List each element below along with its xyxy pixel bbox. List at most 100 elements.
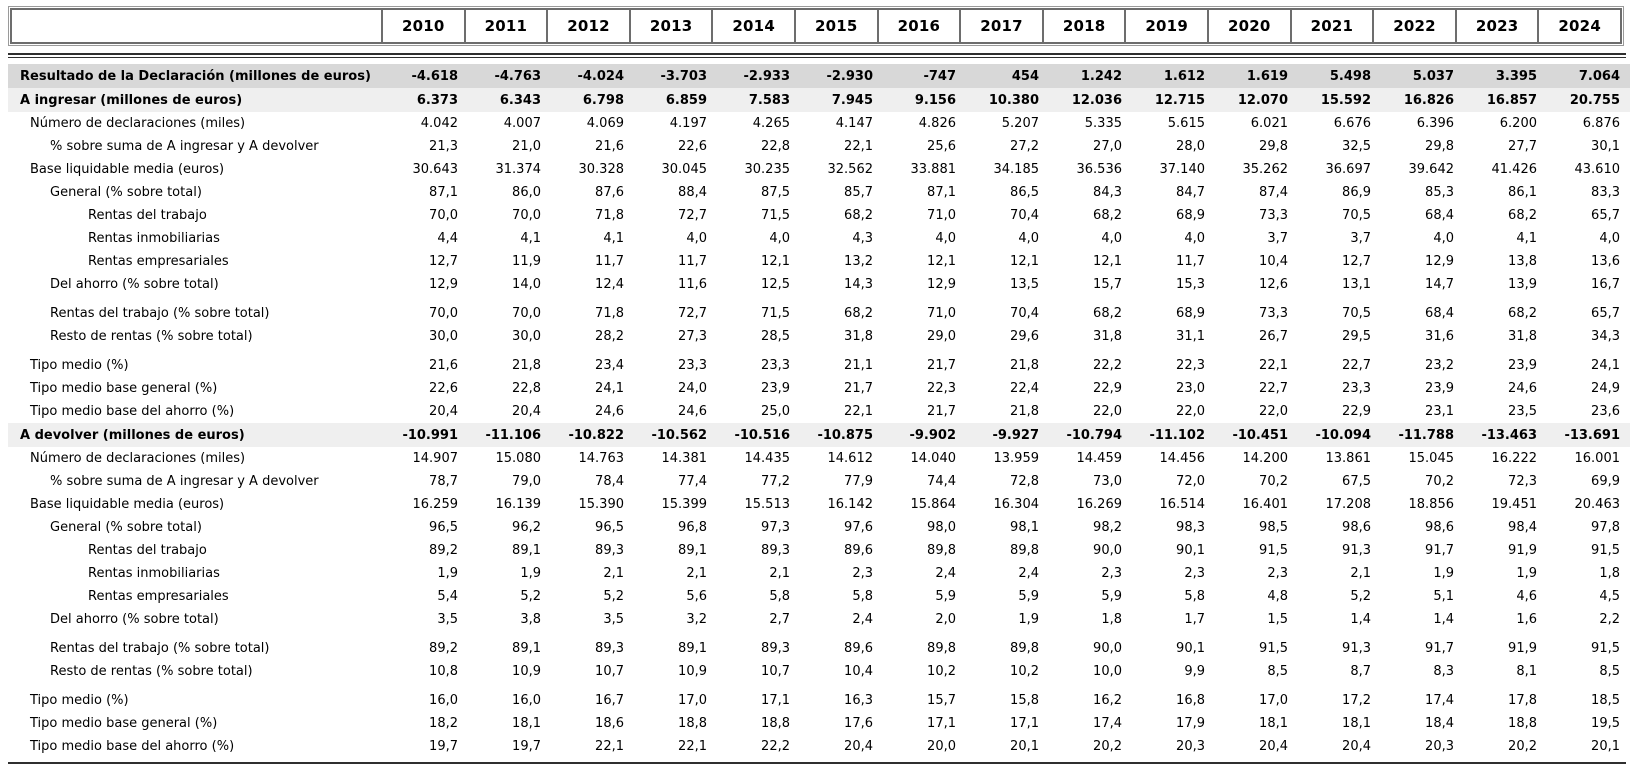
row-label: Rentas empresariales (88, 589, 229, 604)
value-cell: 1.619 (1246, 68, 1288, 84)
value-cell: 69,9 (1591, 474, 1620, 489)
value-cell: 14.907 (412, 451, 459, 466)
value-cell: 18,4 (1425, 716, 1454, 731)
value-cell: 4,1 (1516, 231, 1537, 246)
value-cell: 10,7 (761, 664, 790, 679)
value-cell: 85,3 (1425, 185, 1454, 200)
value-cell: 87,5 (761, 185, 790, 200)
row-label: Base liquidable media (euros) (30, 497, 225, 512)
value-cell: 16,8 (1176, 693, 1205, 708)
value-cell: 10,8 (429, 664, 458, 679)
table-row: Tipo medio base general (%) 18,2 18,1 18,6 1… (8, 712, 1630, 735)
value-cell: 86,0 (512, 185, 541, 200)
value-cell: 4.147 (835, 116, 873, 131)
value-cell: 20,3 (1176, 739, 1205, 754)
value-cell: 28,5 (761, 329, 790, 344)
value-cell: 1,9 (1433, 566, 1454, 581)
value-cell: 16,3 (844, 693, 873, 708)
value-cell: 30.328 (578, 162, 625, 177)
value-cell: 68,2 (844, 306, 873, 321)
value-cell: 4,8 (1267, 589, 1288, 604)
value-cell: 89,1 (678, 641, 707, 656)
value-cell: 16.001 (1574, 451, 1621, 466)
table-row: Tipo medio base del ahorro (%) 20,4 20,4 24… (8, 400, 1630, 423)
value-cell: 6.200 (1499, 116, 1537, 131)
value-cell: 5,9 (1018, 589, 1039, 604)
value-cell: 36.536 (1076, 162, 1123, 177)
value-cell: 4,0 (1101, 231, 1122, 246)
value-cell: 30,1 (1591, 139, 1620, 154)
value-cell: 24,6 (595, 404, 624, 419)
table-row: Rentas empresariales 5,4 5,2 5,2 5,6 5,8 5,8 5,… (8, 585, 1630, 608)
value-cell: 23,9 (761, 381, 790, 396)
value-cell: 12,1 (927, 254, 956, 269)
value-cell: 23,2 (1425, 358, 1454, 373)
value-cell: 29,8 (1425, 139, 1454, 154)
value-cell: 22,6 (678, 139, 707, 154)
value-cell: 20,4 (429, 404, 458, 419)
table-body: Resultado de la Declaración (millones de… (8, 64, 1630, 758)
value-cell: 98,5 (1259, 520, 1288, 535)
value-cell: 6.859 (665, 92, 707, 108)
value-cell: 17,0 (678, 693, 707, 708)
value-cell: 13,6 (1591, 254, 1620, 269)
value-cell: 12,7 (429, 254, 458, 269)
year-header-row: 2010 2011 2012 2013 2014 2015 2016 2017 2018 2019… (10, 8, 1622, 44)
value-cell: 16.139 (495, 497, 542, 512)
value-cell: -4.618 (411, 68, 458, 84)
value-cell: 89,2 (429, 543, 458, 558)
value-cell: 87,1 (927, 185, 956, 200)
value-cell: 2,3 (852, 566, 873, 581)
value-cell: 23,3 (678, 358, 707, 373)
year-header-cell: 2011 (463, 10, 547, 42)
value-cell: 30.643 (412, 162, 459, 177)
year-header-cell: 2016 (876, 10, 960, 42)
value-cell: 19,7 (512, 739, 541, 754)
value-cell: 32,5 (1342, 139, 1371, 154)
value-cell: 4.265 (752, 116, 790, 131)
value-cell: 12,4 (595, 277, 624, 292)
value-cell: 8,7 (1350, 664, 1371, 679)
value-cell: 4,0 (769, 231, 790, 246)
value-cell: 24,1 (595, 381, 624, 396)
value-cell: 15,7 (1093, 277, 1122, 292)
value-cell: 23,9 (1425, 381, 1454, 396)
value-cell: 23,3 (1342, 381, 1371, 396)
value-cell: 21,8 (512, 358, 541, 373)
row-label: % sobre suma de A ingresar y A devolver (50, 139, 319, 154)
row-label: Tipo medio base del ahorro (%) (30, 404, 235, 419)
value-cell: 21,8 (1010, 404, 1039, 419)
row-label: A devolver (millones de euros) (20, 427, 245, 443)
value-cell: 2,4 (1018, 566, 1039, 581)
value-cell: -10.991 (402, 427, 458, 443)
value-cell: 6.798 (582, 92, 624, 108)
value-cell: 9,9 (1184, 664, 1205, 679)
value-cell: 18,1 (1342, 716, 1371, 731)
value-cell: 15.390 (578, 497, 625, 512)
value-cell: 31,6 (1425, 329, 1454, 344)
value-cell: 67,5 (1342, 474, 1371, 489)
value-cell: 70,0 (512, 208, 541, 223)
row-label: Tipo medio base del ahorro (%) (30, 739, 235, 754)
value-cell: 15,7 (927, 693, 956, 708)
value-cell: 5.037 (1412, 68, 1454, 84)
value-cell: 10,9 (678, 664, 707, 679)
value-cell: 16.401 (1242, 497, 1289, 512)
table-row: Rentas inmobiliarias 4,4 4,1 4,1 4,0 4,0 4,3 4,… (8, 227, 1630, 250)
value-cell: 85,7 (844, 185, 873, 200)
value-cell: 91,5 (1259, 641, 1288, 656)
value-cell: 9.156 (914, 92, 956, 108)
value-cell: 20.463 (1574, 497, 1621, 512)
value-cell: 71,0 (927, 306, 956, 321)
value-cell: 15,3 (1176, 277, 1205, 292)
value-cell: 96,8 (678, 520, 707, 535)
value-cell: 12,1 (1093, 254, 1122, 269)
value-cell: 17,0 (1259, 693, 1288, 708)
value-cell: -13.691 (1564, 427, 1620, 443)
value-cell: 18,5 (1591, 693, 1620, 708)
value-cell: 35.262 (1242, 162, 1289, 177)
value-cell: 36.697 (1325, 162, 1372, 177)
value-cell: 15.592 (1320, 92, 1371, 108)
value-cell: 2,2 (1599, 612, 1620, 627)
